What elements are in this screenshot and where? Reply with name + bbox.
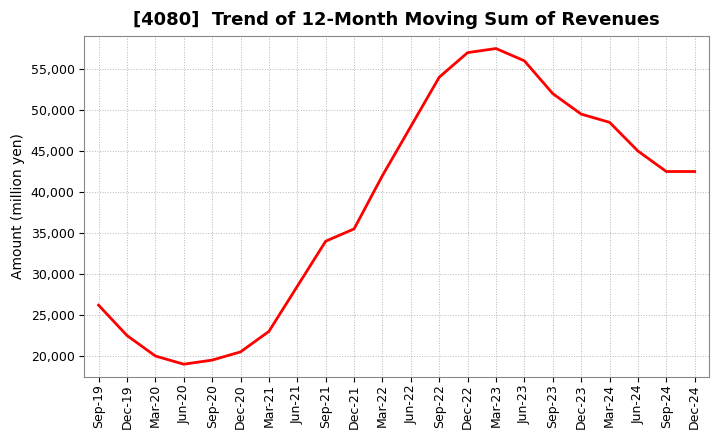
Y-axis label: Amount (million yen): Amount (million yen) bbox=[11, 133, 25, 279]
Title: [4080]  Trend of 12-Month Moving Sum of Revenues: [4080] Trend of 12-Month Moving Sum of R… bbox=[133, 11, 660, 29]
